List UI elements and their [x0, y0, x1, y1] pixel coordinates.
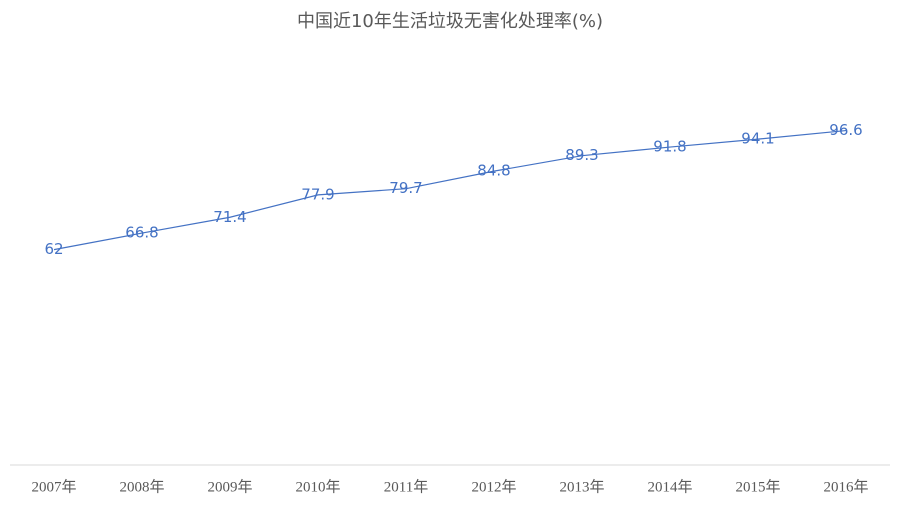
data-label: 91.8 [653, 138, 686, 156]
x-tick-label: 2011年 [384, 478, 428, 495]
x-tick-label: 2012年 [471, 478, 516, 495]
data-label: 79.7 [389, 179, 422, 197]
x-tick-label: 2009年 [207, 478, 252, 495]
x-tick-label: 2007年 [31, 478, 76, 495]
data-label: 62 [44, 240, 63, 258]
x-tick-label: 2013年 [559, 478, 604, 495]
data-label: 77.9 [301, 185, 334, 203]
data-label: 89.3 [565, 146, 598, 164]
line [53, 129, 847, 251]
data-label: 84.8 [477, 162, 510, 180]
data-label: 94.1 [741, 130, 774, 148]
chart-title: 中国近10年生活垃圾无害化处理率(%) [297, 11, 603, 32]
data-label: 66.8 [125, 224, 158, 242]
x-tick-label: 2008年 [119, 478, 164, 495]
x-tick-label: 2016年 [823, 478, 868, 495]
x-tick-label: 2010年 [295, 478, 340, 495]
x-tick-label: 2014年 [647, 478, 692, 495]
x-tick-label: 2015年 [735, 478, 780, 495]
data-label: 96.6 [829, 121, 862, 139]
data-label: 71.4 [213, 208, 246, 226]
